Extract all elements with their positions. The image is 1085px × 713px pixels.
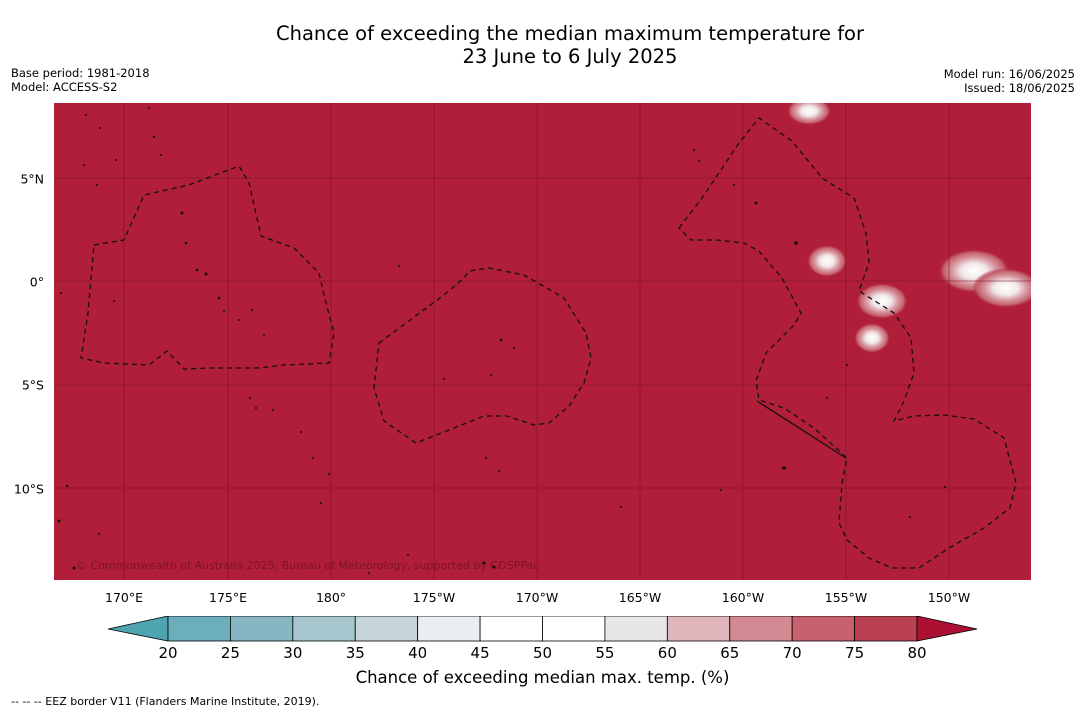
colorbar [108,616,978,642]
colorbar-tick-label: 65 [720,644,740,662]
colorbar-cell [604,616,668,642]
x-tick-label: 165°W [618,590,662,605]
colorbar-tick-label: 20 [158,644,178,662]
title-line-2: 23 June to 6 July 2025 [462,45,678,68]
colorbar-cell [542,616,606,642]
x-tick-label: 160°W [721,590,765,605]
model-run: Model run: 16/06/2025 [943,67,1075,81]
colorbar-label: Chance of exceeding median max. temp. (%… [355,668,730,687]
colorbar-cells [167,616,918,642]
model-name: Model: ACCESS-S2 [11,80,118,94]
colorbar-over-triangle [916,616,978,642]
colorbar-tick-label: 60 [657,644,677,662]
x-tick-label: 170°E [104,590,144,605]
y-tick-label: 10°S [13,481,44,497]
colorbar-under-triangle [108,616,169,642]
colorbar-cell [167,616,231,642]
eez-kiribati-gilbert [80,165,335,370]
islands [57,107,946,574]
x-tick-label: 180° [315,590,347,605]
colorbar-tick-label: 30 [283,644,303,662]
y-tick-label: 5°N [20,171,44,187]
x-tick-label: 175°W [412,590,456,605]
issued-date: Issued: 18/06/2025 [964,81,1075,95]
x-tick-label: 175°E [208,590,248,605]
eez-borders [80,117,1017,569]
colorbar-cell [666,616,731,642]
graticule [54,103,1031,580]
colorbar-tick-label: 45 [470,644,490,662]
colorbar-tick-label: 40 [408,644,428,662]
x-tick-label: 170°W [515,590,559,605]
eez-solid-segment [756,400,847,459]
colorbar-tick-label: 50 [532,644,553,662]
title-line-1: Chance of exceeding the median maximum t… [275,22,865,45]
colorbar-cell [479,616,543,642]
y-tick-label: 5°S [21,377,44,393]
colorbar-cell [292,616,356,642]
chart-title: Chance of exceeding the median maximum t… [0,22,1085,68]
colorbar-tick-label: 25 [220,644,240,662]
colorbar-cell [417,616,481,642]
colorbar-tick-label: 35 [345,644,365,662]
eez-legend-note: -- -- -- EEZ border V11 (Flanders Marine… [11,695,320,708]
copyright-notice: © Commonwealth of Australia 2025, Bureau… [76,559,540,572]
colorbar-tick-label: 80 [907,644,927,662]
eez-kiribati-line [678,117,1017,569]
colorbar-cell [354,616,419,642]
colorbar-tick-label: 75 [845,644,865,662]
colorbar-cell [230,616,294,642]
y-tick-label: 0° [29,274,44,290]
base-period: Base period: 1981-2018 [11,66,150,80]
colorbar-cell [791,616,855,642]
map-panel [54,103,1031,580]
meta-right: Model run: 16/06/2025 Issued: 18/06/2025 [944,67,1075,95]
colorbar-tick-label: 55 [595,644,615,662]
anomaly-blobs [787,103,1031,353]
x-tick-label: 155°W [824,590,868,605]
x-tick-label: 150°W [927,590,971,605]
colorbar-cell [729,616,793,642]
eez-kiribati-phoenix [373,267,592,444]
meta-left: Base period: 1981-2018 Model: ACCESS-S2 [11,66,150,94]
colorbar-cell [854,616,918,642]
colorbar-tick-label: 70 [782,644,802,662]
